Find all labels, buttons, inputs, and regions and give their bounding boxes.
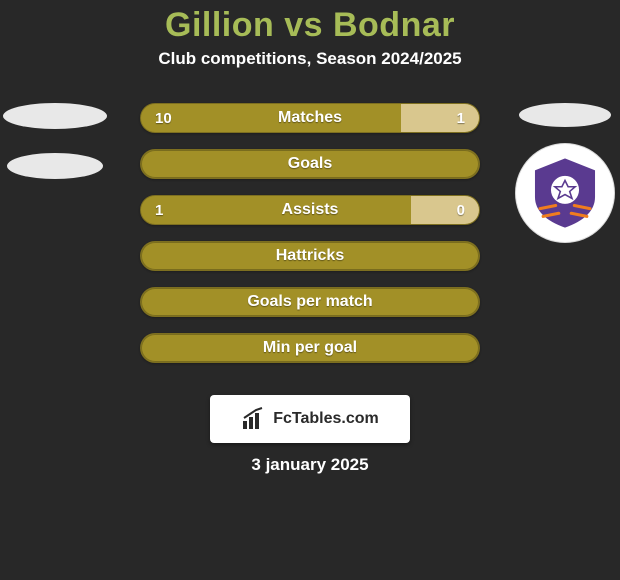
player-photo-placeholder [3,103,107,129]
stat-bar-right-fill [411,196,479,224]
stat-bar: Min per goal [140,333,480,363]
stat-bar-label: Hattricks [141,242,479,270]
provider-badge: FcTables.com [210,395,410,443]
stat-bar-right-fill [401,104,479,132]
perth-glory-crest-icon [526,154,604,232]
snapshot-date: 3 january 2025 [0,455,620,475]
stat-bar: Hattricks [140,241,480,271]
oval-icon [3,103,107,129]
stat-bar-right-value: 1 [457,104,465,132]
player-photo-placeholder [519,103,611,127]
stat-bar-label: Goals [141,150,479,178]
stat-bar: Goals per match [140,287,480,317]
stat-bar-left-fill [141,104,401,132]
oval-icon [7,153,103,179]
provider-badge-text: FcTables.com [273,410,379,428]
stat-bar-left-fill [141,196,411,224]
comparison-bars: Matches101GoalsAssists10HattricksGoals p… [140,103,480,379]
stat-bar: Assists10 [140,195,480,225]
fctables-icon [241,407,265,431]
stat-bar: Matches101 [140,103,480,133]
club-logo [515,143,615,243]
subtitle: Club competitions, Season 2024/2025 [0,49,620,69]
player-photo-placeholder [7,153,103,179]
stat-bar-label: Goals per match [141,288,479,316]
oval-icon [519,103,611,127]
content: Matches101GoalsAssists10HattricksGoals p… [0,87,620,383]
page-title: Gillion vs Bodnar [0,0,620,45]
stat-bar-label: Min per goal [141,334,479,362]
stat-bar: Goals [140,149,480,179]
perth-glory-logo [515,143,615,243]
stat-bar-right-value: 0 [457,196,465,224]
stat-bar-left-value: 10 [155,104,172,132]
stat-bar-left-value: 1 [155,196,163,224]
